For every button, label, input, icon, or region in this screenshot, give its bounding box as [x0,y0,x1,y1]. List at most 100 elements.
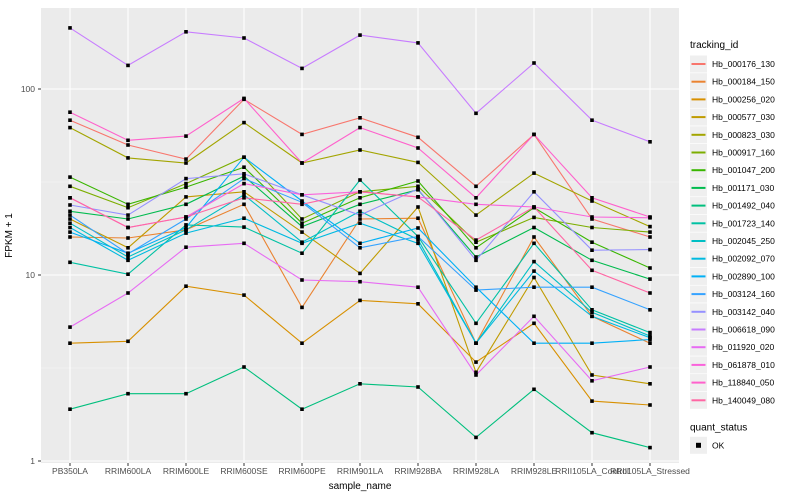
legend-item-label: Hb_006618_090 [712,325,775,335]
data-point [532,341,536,345]
data-point [416,216,420,220]
data-point [590,268,594,273]
data-point [300,278,304,282]
x-tick-label: RRIM928BA [394,466,442,476]
legend-item-label: Hb_000176_130 [712,59,775,69]
data-point [68,213,72,217]
data-point [184,30,188,34]
data-point [126,213,130,217]
data-point [532,235,536,239]
x-tick-label: PB350LA [52,466,88,476]
data-point [416,41,420,45]
y-tick-label: 1 [30,456,35,466]
legend-title-tracking-id: tracking_id [690,40,738,51]
x-axis-title: sample_name [329,481,392,492]
data-point [590,285,594,289]
data-point [68,175,72,179]
data-point [590,215,594,219]
data-point [358,221,362,225]
data-point [68,26,72,30]
data-point [300,193,304,197]
data-point [474,255,478,259]
data-point [474,370,478,375]
data-point [648,277,652,281]
data-point [68,118,72,122]
data-point [532,321,536,326]
data-point [648,337,652,342]
data-point [68,110,72,114]
legend-item-label: Hb_000917_160 [712,148,775,158]
data-point [300,161,304,165]
data-point [416,237,420,242]
data-point [358,202,362,207]
data-point [474,341,478,345]
data-point [358,148,362,152]
data-point [184,284,188,288]
data-point [300,200,304,205]
data-point [532,275,536,280]
data-point [300,241,304,246]
legend-item-label: Hb_000184_150 [712,77,775,87]
data-point [474,435,478,440]
data-point [532,314,536,319]
data-point [590,379,594,383]
data-point [358,217,362,221]
legend-item-label: Hb_001492_040 [712,201,775,211]
legend-item-label: Hb_011920_020 [712,342,775,352]
data-point [126,156,130,160]
data-point [648,445,652,450]
data-point [416,195,420,199]
quant-status-marker [696,442,701,448]
legend-item-label: Hb_001723_140 [712,218,775,228]
data-point [532,190,536,194]
legend-item-label: Hb_000256_020 [712,94,775,104]
data-point [590,430,594,435]
data-point [358,246,362,250]
data-point [242,225,246,229]
data-point [648,215,652,219]
legend-item-label: Hb_000823_030 [712,130,775,140]
data-point [242,174,246,178]
y-axis-title: FPKM + 1 [4,213,15,258]
x-tick-label: RRIM600SE [220,466,268,476]
data-point [358,178,362,182]
data-point [416,160,420,165]
data-point [184,195,188,199]
data-point [184,176,188,181]
data-point [474,321,478,326]
data-point [184,215,188,219]
data-point [532,171,536,175]
legend-item-label: Hb_118840_050 [712,378,775,388]
legend-item-label: Hb_002045_250 [712,236,775,246]
x-tick-label: RRIM600LE [163,466,210,476]
data-point [416,285,420,289]
data-point [242,172,246,176]
data-point [184,202,188,207]
data-point [126,252,130,256]
data-point [532,241,536,246]
data-point [474,285,478,289]
legend-item-label: Hb_003124_160 [712,289,775,299]
data-point [126,258,130,263]
data-point [300,217,304,221]
data-point [68,230,72,234]
data-point [126,202,130,207]
data-point [474,288,478,292]
data-point [242,181,246,186]
data-point [68,209,72,214]
data-point [474,202,478,207]
data-point [532,61,536,65]
data-point [590,248,594,252]
data-point [416,146,420,150]
data-point [648,291,652,295]
y-tick-label: 100 [21,84,35,94]
data-point [358,213,362,217]
data-point [648,230,652,234]
data-point [416,184,420,189]
data-point [590,308,594,312]
legend-item-label: Hb_002092_070 [712,254,775,264]
data-point [68,125,72,130]
data-point [184,223,188,227]
data-point [532,285,536,289]
data-point [648,247,652,252]
